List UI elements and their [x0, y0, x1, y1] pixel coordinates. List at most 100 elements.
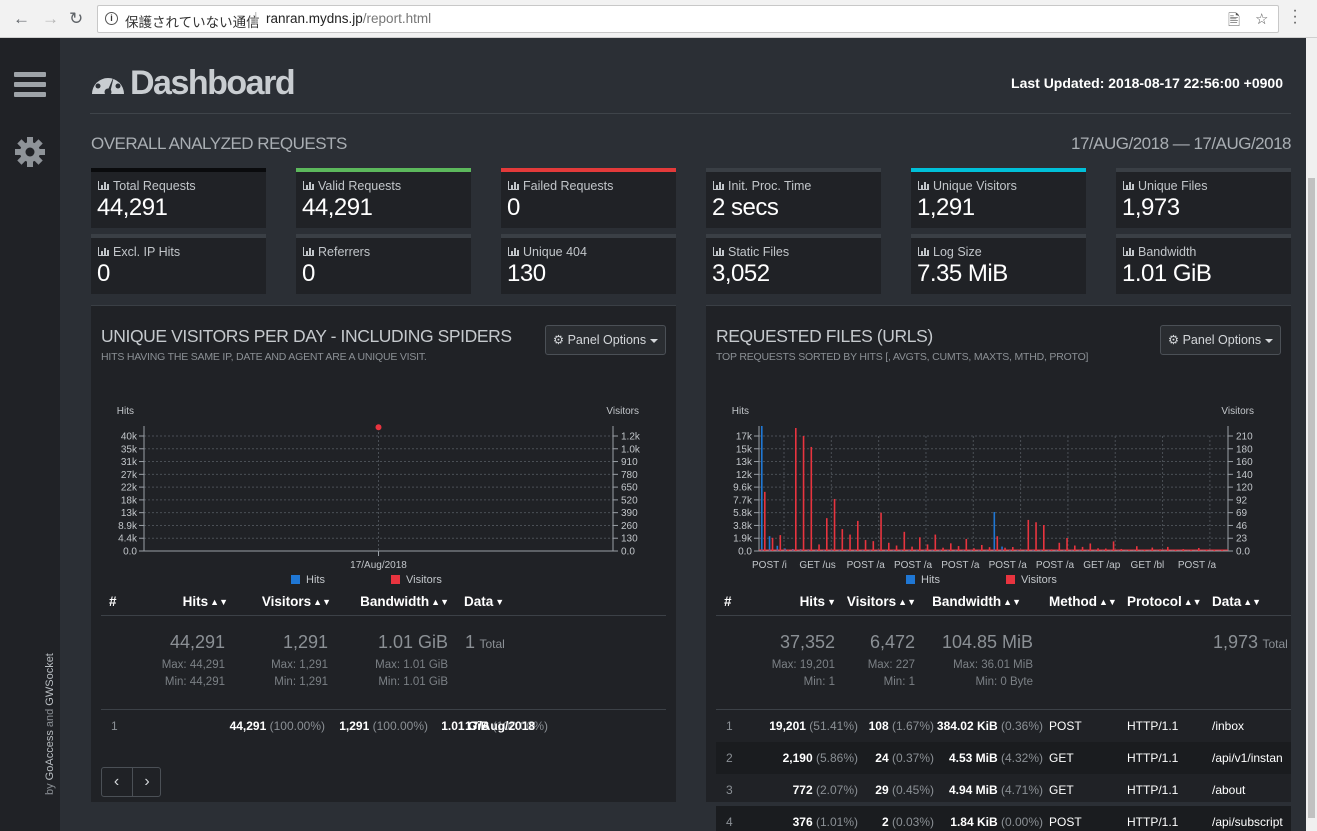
visitors-bar	[919, 537, 921, 551]
hits-bar	[908, 550, 910, 551]
table-row[interactable]: 3 772 (2.07%) 29 (0.45%) 4.94 MiB (4.71%) GE…	[726, 783, 1246, 797]
metric-card: Unique 404 130	[501, 234, 676, 294]
x-tick-label: GET /bl	[1131, 560, 1165, 571]
visitors-bar	[857, 520, 859, 551]
col-hits[interactable]: Hits ▼	[799, 594, 836, 609]
y-right-tick-label: 120	[1236, 483, 1253, 494]
forward-arrow-icon[interactable]: →	[42, 9, 59, 28]
hits-bar	[885, 550, 887, 551]
visitors-bar	[1151, 547, 1154, 551]
visitors-bar	[1081, 546, 1084, 551]
col-bandwidth[interactable]: Bandwidth ▲▼	[360, 594, 449, 609]
col-visitors[interactable]: Visitors ▲▼	[846, 594, 916, 609]
summary-bandwidth: 1.01 GiB Max: 1.01 GiB Min: 1.01 GiB	[375, 632, 448, 688]
y-left-label: Hits	[732, 406, 749, 417]
col-data[interactable]: Data ▼	[464, 594, 505, 609]
y-left-tick-label: 8.9k	[118, 521, 138, 532]
visitors-bar	[1004, 547, 1006, 551]
visitors-panel: UNIQUE VISITORS PER DAY - INCLUDING SPID…	[91, 305, 676, 802]
metric-label: Log Size	[918, 245, 982, 259]
y-left-tick-label: 31k	[121, 457, 138, 468]
metric-label: Referrers	[303, 245, 370, 259]
y-left-tick-label: 9.6k	[733, 483, 753, 494]
bar-chart-icon	[98, 181, 109, 190]
last-updated: Last Updated: 2018-08-17 22:56:00 +0900	[1011, 75, 1283, 91]
metric-card: Excl. IP Hits 0	[91, 234, 266, 294]
metric-label: Unique 404	[508, 245, 587, 259]
gear-icon[interactable]	[14, 136, 46, 168]
visitors-bar	[833, 498, 836, 551]
hits-bar	[768, 536, 771, 551]
table-row[interactable]: 4 376 (1.01%) 2 (0.03%) 1.84 KiB (0.00%) POS…	[716, 806, 1291, 831]
legend-swatch	[1006, 575, 1015, 584]
col-index[interactable]: #	[109, 594, 117, 609]
metric-value: 0	[302, 260, 315, 287]
summary-bandwidth: 104.85 MiB Max: 36.01 MiB Min: 0 Byte	[941, 632, 1033, 688]
translate-icon[interactable]: 🖹	[1228, 12, 1241, 29]
col-hits[interactable]: Hits ▲▼	[182, 594, 228, 609]
back-arrow-icon[interactable]: ←	[13, 9, 30, 28]
summary-data: 1,973 Total	[1213, 632, 1288, 652]
panel-subtitle: TOP REQUESTS SORTED BY HITS [, AVGTS, CU…	[716, 351, 1089, 363]
visitors-bar	[996, 536, 999, 551]
table-row[interactable]: 1 19,201 (51.41%) 108 (1.67%) 384.02 KiB (0…	[726, 719, 1245, 733]
legend-swatch	[391, 575, 400, 584]
metric-value: 0	[97, 260, 110, 287]
metric-card: Bandwidth 1.01 GiB	[1116, 234, 1291, 294]
metric-value: 1,973	[1122, 194, 1180, 221]
y-left-tick-label: 17k	[736, 432, 753, 443]
y-right-tick-label: 92	[1236, 495, 1248, 506]
y-right-tick-label: 1.0k	[621, 444, 641, 455]
dashboard-gauge-icon	[92, 70, 124, 96]
url-text[interactable]: ranran.mydns.jp/report.html	[266, 11, 432, 26]
table-row[interactable]: 2 2,190 (5.86%) 24 (0.37%) 4.53 MiB (4.32%)…	[716, 742, 1291, 774]
hits-bar	[1040, 550, 1042, 551]
address-bar[interactable]: i 保護されていない通信 | ranran.mydns.jp/report.ht…	[97, 5, 1279, 33]
hits-bar	[923, 550, 926, 551]
scrollbar[interactable]	[1306, 38, 1317, 831]
panel-subtitle: HITS HAVING THE SAME IP, DATE AND AGENT …	[101, 351, 427, 363]
scrollbar-thumb[interactable]	[1308, 178, 1315, 818]
gwsocket-link[interactable]: GWSocket	[44, 653, 56, 706]
visitors-bar	[1174, 550, 1177, 551]
prev-page-button[interactable]: ‹	[113, 773, 120, 790]
visitors-chart: 0.0 0.0 4.4k 130 8.9k 260 13k 390 18k 520 22k 650 27…	[117, 406, 641, 584]
panel-options-button[interactable]: ⚙ Panel Options	[1160, 325, 1281, 355]
caret-down-icon	[1265, 338, 1274, 343]
panel-options-button[interactable]: ⚙ Panel Options	[545, 325, 666, 355]
visitors-bar	[810, 446, 813, 551]
visitors-bar	[864, 540, 867, 551]
goaccess-link[interactable]: GoAccess	[44, 730, 56, 781]
col-bandwidth[interactable]: Bandwidth ▲▼	[932, 594, 1021, 609]
y-right-label: Visitors	[1221, 406, 1254, 417]
goaccess-app: by GoAccess and GWSocket Dashboard Last …	[0, 38, 1317, 831]
y-left-tick-label: 13k	[121, 508, 138, 519]
y-right-tick-label: 520	[621, 495, 638, 506]
bar-chart-icon	[713, 181, 724, 190]
col-protocol[interactable]: Protocol ▲▼	[1127, 594, 1202, 609]
summary-data: 1 Total	[465, 632, 505, 652]
date-range: 17/AUG/2018 — 17/AUG/2018	[1071, 134, 1291, 153]
metric-value: 1,291	[917, 194, 975, 221]
hamburger-menu-icon[interactable]	[14, 72, 46, 98]
col-index[interactable]: #	[724, 594, 732, 609]
y-left-tick-label: 4.4k	[118, 534, 138, 545]
col-method[interactable]: Method ▲▼	[1049, 594, 1117, 609]
info-icon[interactable]: i	[105, 12, 118, 25]
metric-card: Failed Requests 0	[501, 168, 676, 228]
next-page-button[interactable]: ›	[132, 768, 161, 796]
hits-bar	[916, 550, 918, 551]
col-data[interactable]: Data ▲▼	[1212, 594, 1262, 609]
sort-desc-icon: ▼	[827, 597, 836, 607]
metric-value: 44,291	[302, 194, 373, 221]
metric-label: Failed Requests	[508, 179, 613, 193]
reload-icon[interactable]: ↻	[69, 9, 84, 28]
hits-bar	[877, 550, 879, 551]
y-left-tick-label: 0.0	[738, 547, 752, 558]
table-row[interactable]: 1 44,291 (100.00%) 1,291 (100.00%) 1.01 …	[111, 719, 548, 733]
y-left-tick-label: 22k	[121, 483, 138, 494]
bookmark-star-icon[interactable]: ☆	[1255, 11, 1269, 28]
visitors-bar	[1035, 522, 1037, 551]
browser-menu-icon[interactable]: · · ·	[1292, 2, 1298, 31]
col-visitors[interactable]: Visitors ▲▼	[261, 594, 331, 609]
